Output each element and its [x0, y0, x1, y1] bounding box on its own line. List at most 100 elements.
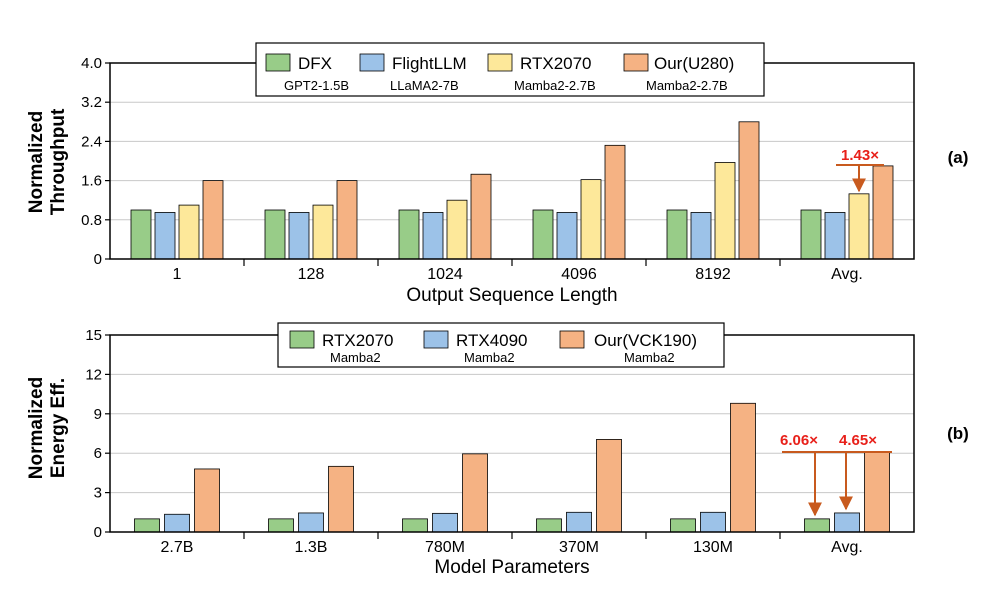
bar-our-vck190-27b [194, 468, 220, 533]
bar-rtx2070-avg [804, 518, 830, 533]
panel-b-xlabel: Model Parameters [434, 557, 589, 578]
panel-b-y-tick-label: 0 [94, 524, 102, 541]
panel-a-xlabel: Output Sequence Length [406, 285, 617, 306]
bar-rtx2070-13b [268, 518, 294, 533]
panel-b-x-ticks: 2.7B 1.3B 780M 370M 130M Avg. [161, 532, 863, 556]
panel-a-label: (a) [948, 148, 969, 167]
panel-a-category-label: Avg. [831, 266, 863, 283]
bar-our-vck190-13b [328, 465, 354, 533]
panel-a-y-tick-label: 3.2 [81, 94, 102, 111]
bar-rtx2070-1024 [446, 199, 468, 260]
panel-b-category-label: Avg. [831, 539, 863, 556]
legend-label-rtx2070-b: RTX2070 [322, 331, 394, 350]
legend-sub-our-vck190-b: Mamba2 [624, 350, 675, 365]
bar-rtx2070-avg [848, 193, 870, 260]
panel-a-category-label: 8192 [695, 266, 731, 283]
panel-b-legend: RTX2070 Mamba2 RTX4090 Mamba2 Our(VCK190… [277, 322, 725, 368]
legend-swatch-rtx2070-b [289, 330, 315, 349]
bar-rtx2070-27b [134, 518, 160, 533]
legend-swatch-dfx [265, 53, 291, 72]
panel-a-y-tick-label: 2.4 [81, 133, 102, 150]
panel-a-legend: DFX GPT2-1.5B FlightLLM LLaMA2-7B RTX207… [255, 42, 765, 97]
panel-b-category-label: 2.7B [161, 539, 194, 556]
panel-b-bars [134, 402, 890, 533]
bar-flightllm-avg [824, 212, 846, 260]
legend-sub-rtx2070-b: Mamba2 [330, 350, 381, 365]
panel-a-category-label: 4096 [561, 266, 597, 283]
bar-rtx4090-370m [566, 511, 592, 533]
bar-our-u280-1024 [470, 173, 492, 260]
bar-our-vck190-780m [462, 453, 488, 533]
legend-label-our-vck190-b: Our(VCK190) [594, 331, 697, 350]
legend-sub-dfx: GPT2-1.5B [284, 78, 349, 93]
panel-b-y-tick-label: 12 [85, 366, 102, 383]
panel-a-category-label: 1 [173, 266, 182, 283]
panel-b-y-ticks: 0 3 6 9 12 15 [85, 327, 110, 541]
legend-entry-rtx2070-b: RTX2070 Mamba2 [289, 330, 394, 365]
bar-rtx4090-avg [834, 512, 860, 533]
bar-flightllm-128 [288, 212, 310, 260]
bar-our-u280-8192 [738, 121, 760, 260]
panel-b-ylabel-line1: Normalized [26, 377, 47, 479]
legend-swatch-rtx4090-b [423, 330, 449, 349]
bar-dfx-avg [800, 209, 822, 260]
panel-b-category-label: 130M [693, 539, 733, 556]
legend-swatch-our-u280 [623, 53, 649, 72]
panel-a-annotation: 1.43× [836, 147, 884, 193]
annotation-b-label-2: 4.65× [839, 432, 877, 449]
panel-a-ylabel-line1: Normalized [26, 111, 47, 213]
panel-a-y-tick-label: 1.6 [81, 173, 102, 190]
panel-b-label: (b) [947, 424, 969, 443]
bar-dfx-8192 [666, 209, 688, 260]
bar-flightllm-1024 [422, 212, 444, 260]
bar-rtx2070-8192 [714, 162, 736, 260]
legend-label-rtx2070: RTX2070 [520, 54, 592, 73]
legend-label-dfx: DFX [298, 54, 332, 73]
bar-our-vck190-370m [596, 439, 622, 533]
legend-sub-rtx4090-b: Mamba2 [464, 350, 515, 365]
panel-b-y-tick-label: 9 [94, 406, 102, 423]
legend-label-flightllm: FlightLLM [392, 54, 467, 73]
legend-swatch-flightllm [359, 53, 385, 72]
legend-entry-rtx2070: RTX2070 Mamba2-2.7B [487, 53, 596, 93]
bar-rtx2070-4096 [580, 179, 602, 260]
bar-our-vck190-130m [730, 402, 756, 533]
panel-b-ylabel-line2: Energy Eff. [48, 378, 69, 478]
legend-sub-flightllm: LLaMA2-7B [390, 78, 459, 93]
panel-b-y-tick-label: 15 [85, 327, 102, 344]
bar-our-u280-128 [336, 180, 358, 260]
bar-rtx4090-780m [432, 512, 458, 533]
bar-dfx-1 [130, 209, 152, 260]
panel-a-gridlines [110, 101, 914, 221]
panel-a-y-ticks: 0 0.8 1.6 2.4 3.2 4.0 [81, 55, 110, 268]
panel-a: 0 0.8 1.6 2.4 3.2 4.0 1 128 1024 4096 8192 Avg. No… [26, 42, 969, 306]
bar-dfx-128 [264, 209, 286, 260]
bar-rtx2070-1 [178, 204, 200, 260]
annotation-b-label-1: 6.06× [780, 432, 818, 449]
legend-entry-our-u280: Our(U280) Mamba2-2.7B [623, 53, 734, 93]
panel-b-y-tick-label: 3 [94, 485, 102, 502]
bar-rtx2070-370m [536, 518, 562, 533]
panel-b-category-label: 370M [559, 539, 599, 556]
panel-b-gridlines [110, 373, 914, 494]
bar-flightllm-1 [154, 212, 176, 260]
panel-a-y-tick-label: 4.0 [81, 55, 102, 72]
bar-flightllm-4096 [556, 212, 578, 260]
bar-rtx2070-130m [670, 518, 696, 533]
panel-a-y-tick-label: 0 [94, 251, 102, 268]
bar-our-vck190-avg [864, 452, 890, 533]
panel-b-annotation: 6.06× 4.65× [780, 432, 892, 517]
panel-a-bars [130, 121, 894, 260]
bar-our-u280-avg [872, 165, 894, 260]
panel-a-category-label: 1024 [427, 266, 463, 283]
panel-b-category-label: 1.3B [295, 539, 328, 556]
bar-our-u280-1 [202, 180, 224, 260]
bar-rtx4090-130m [700, 511, 726, 533]
legend-swatch-rtx2070 [487, 53, 513, 72]
legend-swatch-our-vck190-b [559, 330, 585, 349]
panel-b: 0 3 6 9 12 15 2.7B 1.3B 780M 370M 130M Avg. Normal… [26, 322, 969, 578]
legend-entry-flightllm: FlightLLM LLaMA2-7B [359, 53, 467, 93]
bar-dfx-1024 [398, 209, 420, 260]
panel-a-ylabel-line2: Throughput [48, 108, 69, 215]
